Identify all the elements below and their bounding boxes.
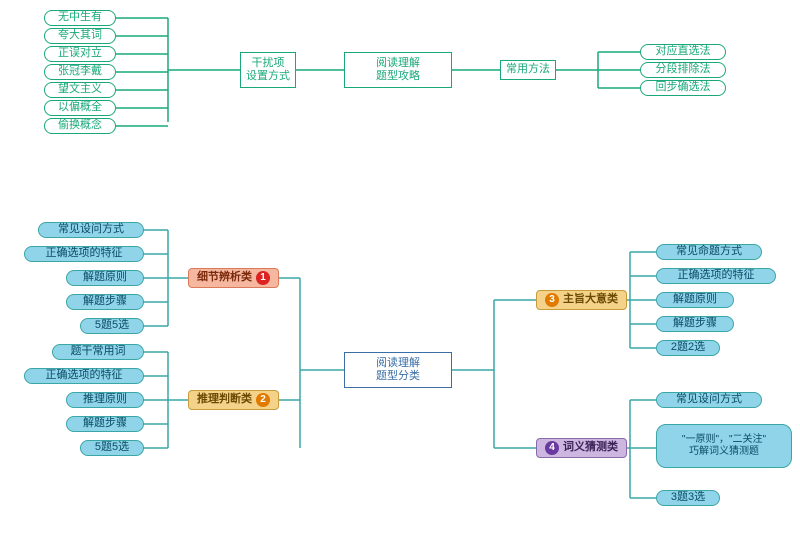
d2-leaf: 解题原则 bbox=[66, 270, 144, 286]
num-icon: 3 bbox=[545, 293, 559, 307]
branch-label: 主旨大意类 bbox=[563, 293, 618, 306]
d1-left-leaf: 以偏概全 bbox=[44, 100, 116, 116]
d2-leaf: 常见设问方式 bbox=[656, 392, 762, 408]
d2-leaf: 常见设问方式 bbox=[38, 222, 144, 238]
d2-branch-3: 3 主旨大意类 bbox=[536, 290, 627, 310]
num-icon: 2 bbox=[256, 393, 270, 407]
branch-label: 细节辨析类 bbox=[197, 271, 252, 284]
d1-right-sub: 常用方法 bbox=[500, 60, 556, 80]
d1-left-leaf: 望文主义 bbox=[44, 82, 116, 98]
d1-right-leaf: 对应直选法 bbox=[640, 44, 726, 60]
branch-label: 词义猜测类 bbox=[563, 441, 618, 454]
d1-left-sub: 干扰项 设置方式 bbox=[240, 52, 296, 88]
d1-root: 阅读理解 题型攻略 bbox=[344, 52, 452, 88]
d2-branch-4: 4 词义猜测类 bbox=[536, 438, 627, 458]
d1-left-leaf: 张冠李戴 bbox=[44, 64, 116, 80]
d2-leaf: 5题5选 bbox=[80, 318, 144, 334]
d1-left-leaf: 偷换概念 bbox=[44, 118, 116, 134]
d2-leaf: 正确选项的特征 bbox=[24, 368, 144, 384]
d2-leaf: 正确选项的特征 bbox=[24, 246, 144, 262]
d2-leaf: 题干常用词 bbox=[52, 344, 144, 360]
d1-right-leaf: 回步确选法 bbox=[640, 80, 726, 96]
d2-leaf: 推理原则 bbox=[66, 392, 144, 408]
d2-leaf: 解题步骤 bbox=[66, 416, 144, 432]
d2-root: 阅读理解 题型分类 bbox=[344, 352, 452, 388]
d1-left-leaf: 夸大其词 bbox=[44, 28, 116, 44]
d2-leaf: 解题步骤 bbox=[656, 316, 734, 332]
d2-leaf: "一原则"，"二关注" 巧解词义猜测题 bbox=[656, 424, 792, 468]
d2-branch-1: 细节辨析类 1 bbox=[188, 268, 279, 288]
d2-leaf: 3题3选 bbox=[656, 490, 720, 506]
d1-right-leaf: 分段排除法 bbox=[640, 62, 726, 78]
num-icon: 4 bbox=[545, 441, 559, 455]
d2-branch-2: 推理判断类 2 bbox=[188, 390, 279, 410]
num-icon: 1 bbox=[256, 271, 270, 285]
branch-label: 推理判断类 bbox=[197, 393, 252, 406]
d1-left-leaf: 无中生有 bbox=[44, 10, 116, 26]
d2-leaf: 5题5选 bbox=[80, 440, 144, 456]
d1-left-leaf: 正误对立 bbox=[44, 46, 116, 62]
d2-leaf: 常见命题方式 bbox=[656, 244, 762, 260]
d2-leaf: 解题步骤 bbox=[66, 294, 144, 310]
d2-leaf: 解题原则 bbox=[656, 292, 734, 308]
d2-leaf: 2题2选 bbox=[656, 340, 720, 356]
d2-leaf: 正确选项的特征 bbox=[656, 268, 776, 284]
